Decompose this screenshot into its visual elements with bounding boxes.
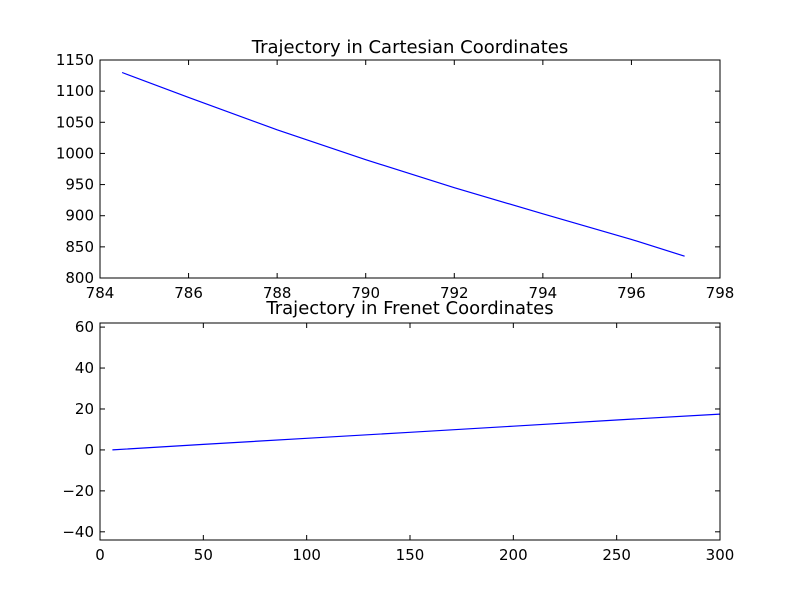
frenet-y-tick-label: 0 [84,441,94,459]
cartesian-x-tick-label: 796 [617,284,646,302]
frenet-x-tick-label: 300 [706,546,735,564]
cartesian-x-tick-label: 790 [351,284,380,302]
cartesian-y-tick-label: 950 [65,176,94,194]
cartesian-y-tick-label: 800 [65,269,94,287]
cartesian-series-group [121,71,685,257]
cartesian-y-tick-label: 1150 [56,51,94,69]
frenet-y-tick-label: 20 [75,400,94,418]
frenet-x-tick-label: 0 [95,546,105,564]
cartesian-y-tick-label: 900 [65,207,94,225]
frenet-x-tick-label: 50 [194,546,213,564]
frenet-x-tick-label: 100 [292,546,321,564]
frenet-x-tick-label: 250 [602,546,631,564]
frenet-x-tick-label: 200 [499,546,528,564]
cartesian-x-tick-label: 798 [706,284,735,302]
cartesian-trajectory-line [121,71,685,257]
frenet-y-tick-label: −20 [62,482,94,500]
cartesian-y-tick-label: 1100 [56,82,94,100]
frenet-axes-frame [99,322,721,541]
cartesian-axes-frame [99,59,721,279]
cartesian-y-tick-label: 850 [65,238,94,256]
frenet-trajectory-line [112,413,721,451]
cartesian-x-tick-label: 794 [529,284,558,302]
cartesian-x-tick-label: 786 [174,284,203,302]
frenet-series-group [112,413,721,451]
cartesian-y-tick-label: 1000 [56,144,94,162]
frenet-ticks-group: 0 50 100 150 200 250 300 −40 −20 0 20 40 60 [62,318,734,564]
frenet-y-tick-label: 60 [75,318,94,336]
cartesian-x-tick-label: 788 [263,284,292,302]
frenet-subplot: Trajectory in Frenet Coordinates 0 50 100 1… [62,298,734,564]
cartesian-chart-title: Trajectory in Cartesian Coordinates [251,37,568,58]
cartesian-y-tick-label: 1050 [56,113,94,131]
frenet-x-tick-label: 150 [396,546,425,564]
frenet-y-tick-label: 40 [75,359,94,377]
cartesian-x-tick-label: 784 [86,284,115,302]
cartesian-ticks-group: 784 786 788 790 792 794 796 798 800 850 900 950 1000… [56,51,735,302]
frenet-y-tick-label: −40 [62,523,94,541]
cartesian-subplot: Trajectory in Cartesian Coordinates 784 7… [56,37,735,302]
frenet-chart-title: Trajectory in Frenet Coordinates [265,298,553,319]
cartesian-x-tick-label: 792 [440,284,469,302]
